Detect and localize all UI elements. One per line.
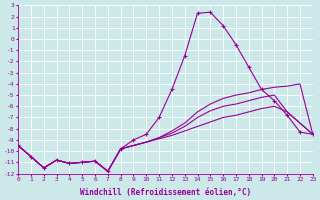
X-axis label: Windchill (Refroidissement éolien,°C): Windchill (Refroidissement éolien,°C): [80, 188, 251, 197]
